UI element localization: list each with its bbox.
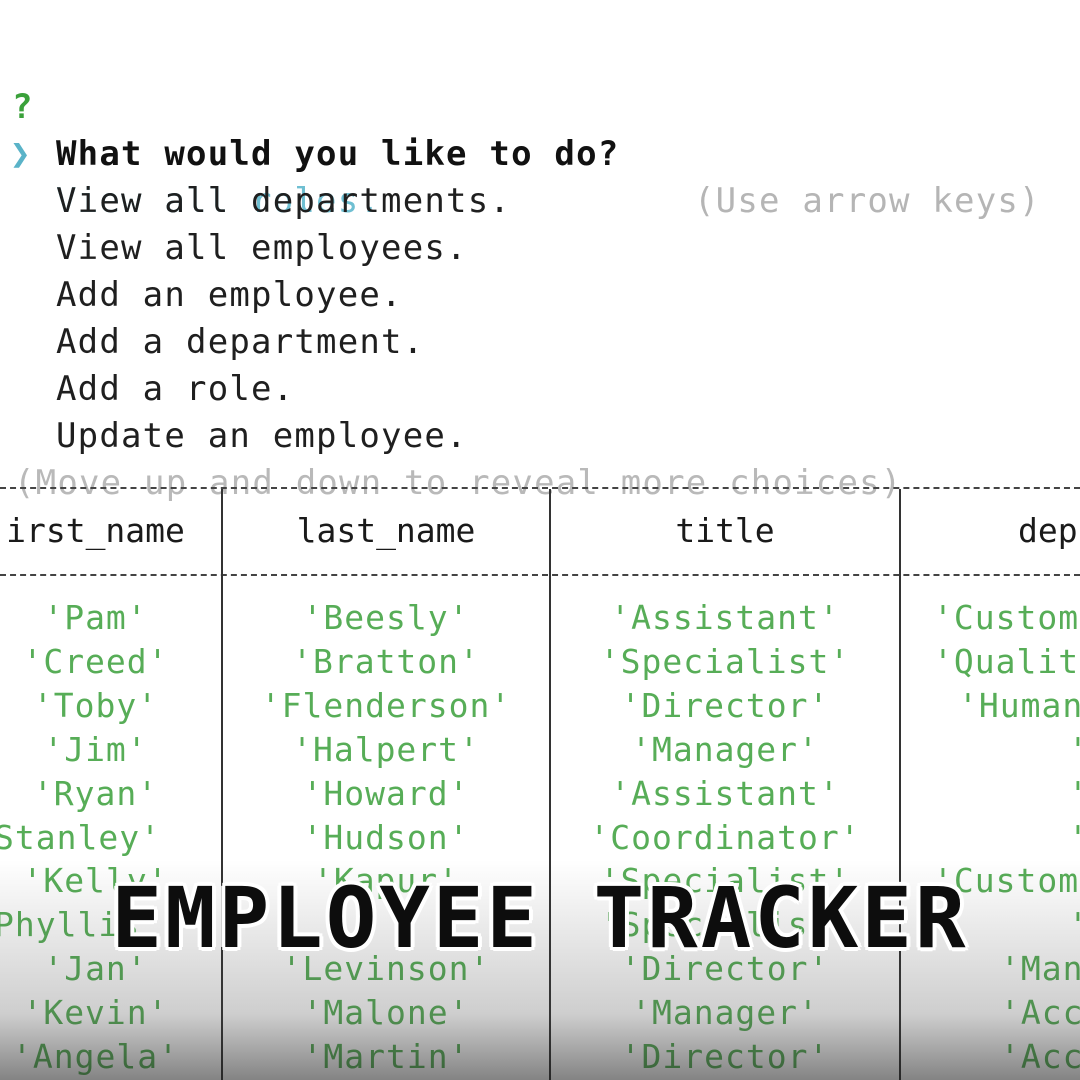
banner-title: EMPLOYEE TRACKER xyxy=(111,869,969,967)
choice-row-add-role[interactable]: Add a role. xyxy=(0,319,293,460)
cell-department: ' xyxy=(1068,772,1080,816)
choice-add-a-department[interactable]: Add a department. xyxy=(56,322,425,362)
choice-row-update-employee[interactable]: Update an employee. xyxy=(0,366,467,507)
question-mark-icon: ? xyxy=(12,87,34,127)
cell-title: 'Manager' xyxy=(631,993,819,1033)
cell-department: ' xyxy=(1068,816,1080,860)
cell-title: 'Specialist' xyxy=(599,641,851,681)
question-line: ? What would you like to do? (Use arrow … xyxy=(0,37,1040,272)
cell-last-name: 'Hudson' xyxy=(302,817,470,857)
cell-first-name: 'Jim' xyxy=(43,729,148,769)
more-choices-hint: (Move up and down to reveal more choices… xyxy=(14,463,903,503)
table-header-divider xyxy=(0,574,1080,576)
cell-department: 'Acc xyxy=(1000,1037,1080,1076)
cell-department: 'Human xyxy=(958,685,1080,725)
cell-first-name: 'Pam' xyxy=(43,598,148,637)
question-text: What would you like to do? xyxy=(56,134,620,174)
cell-title: 'Assistant' xyxy=(610,598,840,637)
cell-department: 'Custom xyxy=(933,598,1080,637)
choice-add-a-role[interactable]: Add a role. xyxy=(56,369,295,409)
cell-department: 'Acc xyxy=(1000,993,1080,1033)
cell-last-name: 'Beesly' xyxy=(302,598,470,637)
cell-last-name: 'Malone' xyxy=(302,993,470,1033)
cell-last-name: 'Bratton' xyxy=(292,641,480,681)
cell-title: 'Director' xyxy=(620,1037,830,1076)
column-divider xyxy=(899,489,901,1080)
choice-row-view-employees[interactable]: View all employees. xyxy=(0,178,467,319)
cell-last-name: 'Halpert' xyxy=(292,729,480,769)
choice-row-add-employee[interactable]: Add an employee. xyxy=(0,225,402,366)
pointer-icon: ❯ xyxy=(10,134,32,174)
cell-title: 'Assistant' xyxy=(610,773,840,813)
cell-title: 'Director' xyxy=(620,685,830,725)
cell-first-name: 'Creed' xyxy=(22,641,169,681)
cell-last-name: 'Howard' xyxy=(302,773,470,813)
cell-title: 'Coordinator' xyxy=(589,817,861,857)
cell-first-name: 'Kevin' xyxy=(22,993,169,1033)
arrow-keys-hint: (Use arrow keys) xyxy=(694,181,1041,221)
column-divider xyxy=(549,489,551,1080)
header-first-name: irst_name xyxy=(6,511,185,550)
cell-last-name: 'Flenderson' xyxy=(260,685,512,725)
choice-row-view-departments[interactable]: View all departments. xyxy=(0,131,510,272)
inquirer-prompt: ? What would you like to do? (Use arrow … xyxy=(0,0,1080,503)
choice-view-all-roles[interactable]: View all roles. xyxy=(56,181,382,221)
header-title: title xyxy=(675,511,775,550)
column-divider xyxy=(221,489,223,1080)
header-department: dep xyxy=(1018,511,1078,550)
cell-first-name: 'Toby' xyxy=(32,685,159,725)
cell-first-name: Stanley' xyxy=(0,817,161,857)
table-top-border xyxy=(0,487,1080,489)
cell-first-name: 'Angela' xyxy=(12,1037,179,1076)
choice-update-an-employee[interactable]: Update an employee. xyxy=(56,416,468,456)
header-last-name: last_name xyxy=(296,511,476,550)
choice-row-view-roles[interactable]: ❯ View all roles. xyxy=(0,84,380,272)
cell-department: ' xyxy=(1068,728,1080,772)
choice-row-add-department[interactable]: Add a department. xyxy=(0,272,423,413)
cell-first-name: 'Ryan' xyxy=(32,773,159,813)
choice-view-all-departments[interactable]: View all departments. xyxy=(56,181,512,221)
cell-department: 'Qualit xyxy=(933,641,1080,681)
choice-add-an-employee[interactable]: Add an employee. xyxy=(56,275,403,315)
cell-last-name: 'Martin' xyxy=(302,1037,470,1076)
cell-title: 'Manager' xyxy=(631,729,819,769)
choice-view-all-employees[interactable]: View all employees. xyxy=(56,228,468,268)
more-choices-line: (Move up and down to reveal more choices… xyxy=(0,413,901,554)
